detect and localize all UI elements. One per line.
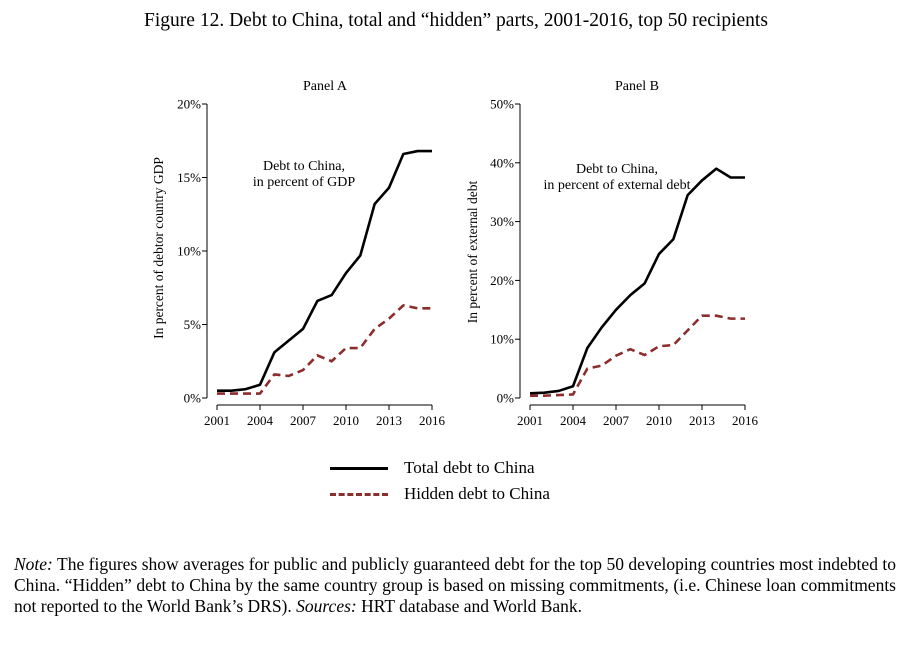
y-tick-label: 0% [497,391,515,406]
legend-swatch-total [330,466,388,470]
legend: Total debt to China Hidden debt to China [330,455,550,507]
y-tick-label: 5% [184,317,202,332]
x-tick-label: 2001 [517,413,543,428]
legend-swatch-hidden [330,492,388,496]
y-tick-label: 20% [490,273,514,288]
legend-item-total: Total debt to China [330,455,550,481]
y-axis-label: In percent of external debt [465,181,480,324]
chart-annotation: Debt to China, [263,159,345,174]
sources-text: HRT database and World Bank. [356,596,583,616]
panel-title: Panel B [615,79,659,94]
series-line-hidden [217,304,432,395]
x-tick-label: 2010 [646,413,672,428]
panel-b: Panel B 0% 10% 20% 30% 40% 50% 2001 2004 2007 2010… [465,79,759,428]
chart-annotation: in percent of external debt [544,178,691,193]
series-line-total [529,167,745,395]
chart-annotation: in percent of GDP [253,175,355,190]
note-label: Note: [14,554,53,574]
figure-title: Figure 12. Debt to China, total and “hid… [144,10,768,31]
panel-title: Panel A [303,79,348,94]
legend-label-hidden: Hidden debt to China [404,484,550,503]
x-tick-label: 2016 [732,413,759,428]
panel-a: Panel A 0% 5% 10% 15% 20% 2001 2004 2007 2010 2013… [151,79,446,428]
y-axis-label: In percent of debtor country GDP [151,157,166,339]
x-tick-label: 2007 [603,413,630,428]
x-tick-label: 2001 [204,413,230,428]
y-tick-label: 10% [177,244,201,259]
legend-item-hidden: Hidden debt to China [330,481,550,507]
y-tick-label: 30% [490,214,514,229]
x-tick-label: 2010 [333,413,359,428]
x-tick-label: 2004 [247,413,274,428]
x-tick-label: 2013 [689,413,715,428]
legend-label-total: Total debt to China [404,458,535,477]
x-tick-label: 2007 [290,413,317,428]
y-tick-label: 20% [177,97,201,112]
y-tick-label: 50% [490,97,514,112]
y-tick-label: 10% [490,332,514,347]
y-tick-label: 0% [184,391,202,406]
y-tick-label: 15% [177,170,201,185]
sources-label: Sources: [296,596,357,616]
x-tick-label: 2013 [376,413,402,428]
chart-annotation: Debt to China, [576,162,658,177]
series-line-total [217,149,432,392]
note-text: The figures show averages for public and… [14,554,896,616]
figure-note: Note: The figures show averages for publ… [14,554,896,617]
series-line-hidden [530,314,745,397]
y-tick-label: 40% [490,155,514,170]
x-tick-label: 2016 [419,413,446,428]
x-tick-label: 2004 [560,413,587,428]
charts-canvas: Panel A 0% 5% 10% 15% 20% 2001 2004 2007 2010 2013… [151,79,759,428]
